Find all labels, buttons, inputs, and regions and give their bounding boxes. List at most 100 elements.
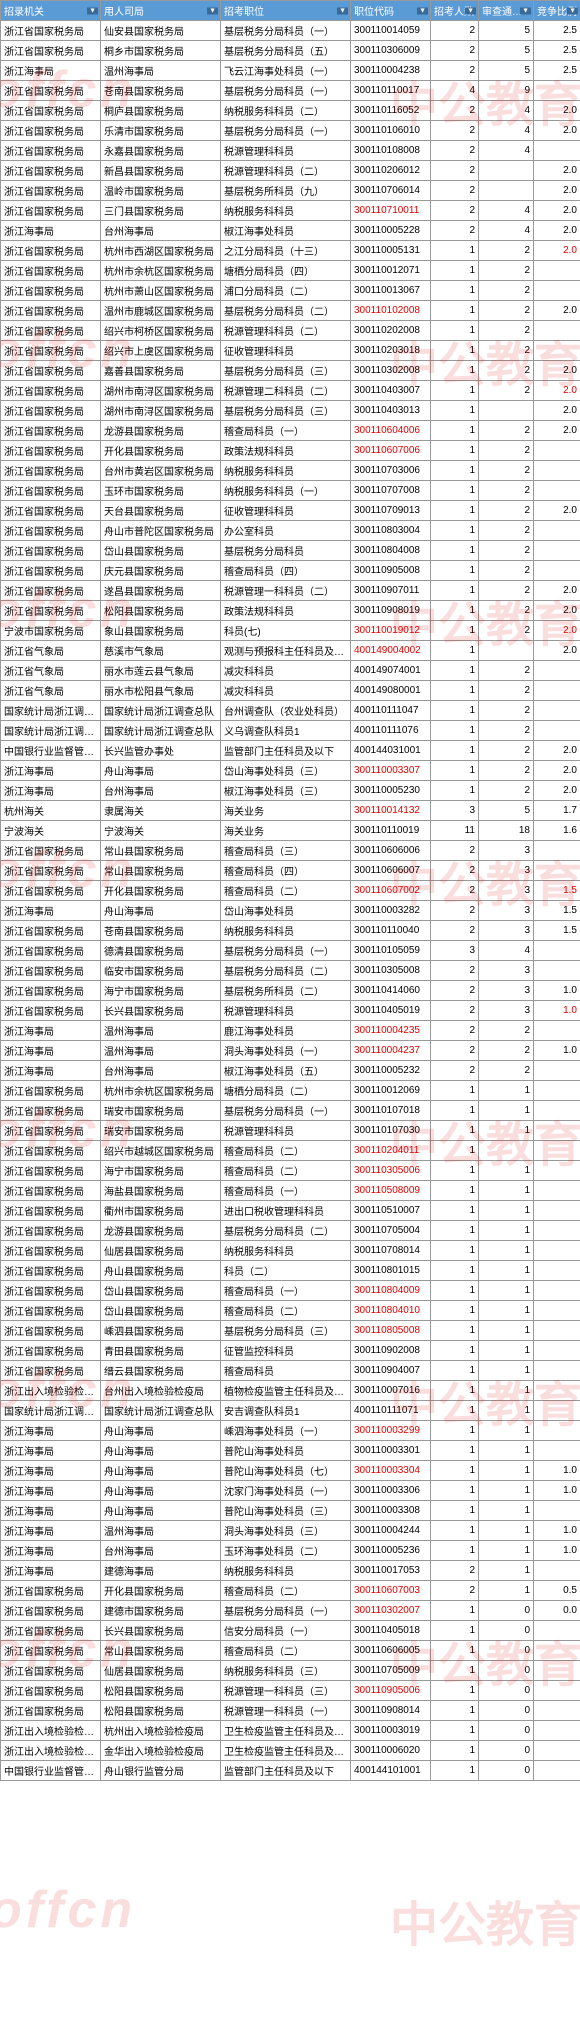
cell: 300110014132 (351, 801, 431, 821)
cell: 浙江省国家税务局 (1, 321, 101, 341)
cell: 2.0 (534, 501, 580, 521)
cell: 庆元县国家税务局 (101, 561, 221, 581)
cell: 仙居县国家税务局 (101, 1661, 221, 1681)
cell: 300110003299 (351, 1421, 431, 1441)
cell: 浙江省国家税务局 (1, 201, 101, 221)
cell: 300110102008 (351, 301, 431, 321)
col-position[interactable]: 招考职位 (221, 1, 351, 21)
cell: 浙江省国家税务局 (1, 421, 101, 441)
cell: 税源管理一科科员（二） (221, 581, 351, 601)
cell: 2 (431, 181, 479, 201)
cell: 300110705009 (351, 1661, 431, 1681)
cell: 2.0 (534, 621, 580, 641)
cell: 浙江出入境检验检疫局 (1, 1381, 101, 1401)
table-row: 浙江海事局温州海事局鹿江海事处科员30011000423522 (1, 1021, 580, 1041)
cell: 1 (479, 1481, 534, 1501)
cell: 2 (431, 1021, 479, 1041)
cell: 0 (479, 1621, 534, 1641)
col-passed[interactable]: 审查通过人数 (479, 1, 534, 21)
cell: 1 (431, 1221, 479, 1241)
cell: 2.0 (534, 221, 580, 241)
cell: 4 (479, 221, 534, 241)
cell (534, 681, 580, 701)
cell: 300110116052 (351, 101, 431, 121)
cell: 400110111047 (351, 701, 431, 721)
table-row: 浙江省国家税务局苍南县国家税务局基层税务分局科员（一）3001101100174… (1, 81, 580, 101)
cell: 纳税服务科科员 (221, 461, 351, 481)
cell: 浙江省国家税务局 (1, 161, 101, 181)
cell: 300110017053 (351, 1561, 431, 1581)
cell: 浙江海事局 (1, 1521, 101, 1541)
table-row: 浙江省国家税务局遂昌县国家税务局税源管理一科科员（二）3001109070111… (1, 581, 580, 601)
cell: 1 (479, 1381, 534, 1401)
cell: 松阳县国家税务局 (101, 601, 221, 621)
table-row: 浙江海事局温州海事局飞云江海事处科员（一）300110004238252.5 (1, 61, 580, 81)
cell: 新昌县国家税务局 (101, 161, 221, 181)
cell: 浙江省国家税务局 (1, 21, 101, 41)
table-row: 浙江省国家税务局玉环市国家税务局纳税服务科科员（一）30011070700812 (1, 481, 580, 501)
cell: 1 (431, 1241, 479, 1261)
col-agency[interactable]: 招录机关 (1, 1, 101, 21)
cell: 浙江省国家税务局 (1, 1341, 101, 1361)
cell: 1 (431, 1761, 479, 1781)
col-headcount[interactable]: 招考人数 (431, 1, 479, 21)
cell: 台州出入境检验检疫局 (101, 1381, 221, 1401)
cell: 2 (431, 1561, 479, 1581)
cell: 300110305006 (351, 1161, 431, 1181)
cell: 稽查局科员（四） (221, 861, 351, 881)
cell (534, 1301, 580, 1321)
cell: 1 (431, 1301, 479, 1321)
table-row: 浙江省国家税务局苍南县国家税务局纳税服务科科员300110110040231.5 (1, 921, 580, 941)
cell: 绍兴市越城区国家税务局 (101, 1141, 221, 1161)
cell: 浙江海事局 (1, 1441, 101, 1461)
col-ratio[interactable]: 竞争比例 (534, 1, 580, 21)
cell: 1 (431, 1641, 479, 1661)
cell: 基层税务分局科员（二） (221, 301, 351, 321)
cell: 常山县国家税务局 (101, 1641, 221, 1661)
cell: 浙江省国家税务局 (1, 1301, 101, 1321)
table-row: 浙江省国家税务局庆元县国家税务局稽查局科员（四）30011090500812 (1, 561, 580, 581)
cell: 1 (479, 1341, 534, 1361)
cell: 300110705004 (351, 1221, 431, 1241)
table-row: 浙江省国家税务局杭州市萧山区国家税务局浦口分局科员（二）300110013067… (1, 281, 580, 301)
cell: 卫生检疫监管主任科员及以下 (221, 1721, 351, 1741)
cell: 1.7 (534, 801, 580, 821)
cell: 浙江省国家税务局 (1, 121, 101, 141)
col-dept[interactable]: 用人司局 (101, 1, 221, 21)
cell: 浙江省国家税务局 (1, 1581, 101, 1601)
cell: 2 (479, 261, 534, 281)
table-row: 浙江省国家税务局桐庐县国家税务局纳税服务科科员（二）30011011605224… (1, 101, 580, 121)
cell: 舟山海事局 (101, 1481, 221, 1501)
cell: 舟山海事局 (101, 1441, 221, 1461)
cell: 1 (431, 521, 479, 541)
cell: 2.0 (534, 641, 580, 661)
cell: 2 (479, 561, 534, 581)
cell: 舟山海事局 (101, 901, 221, 921)
cell: 浙江海事局 (1, 901, 101, 921)
cell: 1 (431, 1441, 479, 1461)
cell: 300110004238 (351, 61, 431, 81)
cell: 浙江省国家税务局 (1, 441, 101, 461)
cell: 义乌调查队科员1 (221, 721, 351, 741)
cell: 5 (479, 21, 534, 41)
cell: 1.0 (534, 1461, 580, 1481)
cell: 2 (431, 201, 479, 221)
cell: 浙江省国家税务局 (1, 401, 101, 421)
table-row: 浙江省国家税务局温州市鹿城区国家税务局基层税务分局科员（二）3001101020… (1, 301, 580, 321)
cell: 2.0 (534, 581, 580, 601)
cell: 1.0 (534, 981, 580, 1001)
cell: 2 (479, 241, 534, 261)
cell: 2 (479, 281, 534, 301)
cell: 2 (431, 901, 479, 921)
cell: 2 (479, 1021, 534, 1041)
cell: 稽查局科员（二） (221, 1581, 351, 1601)
cell: 1 (431, 1101, 479, 1121)
cell (534, 1641, 580, 1661)
cell: 300110203018 (351, 341, 431, 361)
cell: 1 (431, 701, 479, 721)
cell: 300110305008 (351, 961, 431, 981)
cell: 国家统计局浙江调查总队 (1, 721, 101, 741)
col-code[interactable]: 职位代码 (351, 1, 431, 21)
cell: 300110012069 (351, 1081, 431, 1101)
cell: 浙江省国家税务局 (1, 1101, 101, 1121)
